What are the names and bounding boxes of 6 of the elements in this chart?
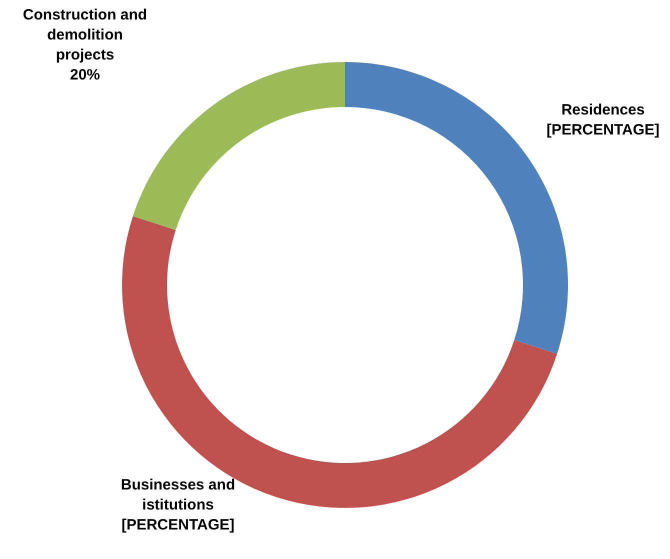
- data-label: 20%: [70, 66, 100, 84]
- data-label: [PERCENTAGE]: [546, 122, 660, 138]
- data-label: [PERCENTAGE]: [121, 516, 235, 534]
- slice-label: Businesses and istitutions: [120, 476, 236, 514]
- slice-label: Construction and demolition projects: [22, 6, 148, 64]
- slice-label: Residences: [561, 102, 645, 118]
